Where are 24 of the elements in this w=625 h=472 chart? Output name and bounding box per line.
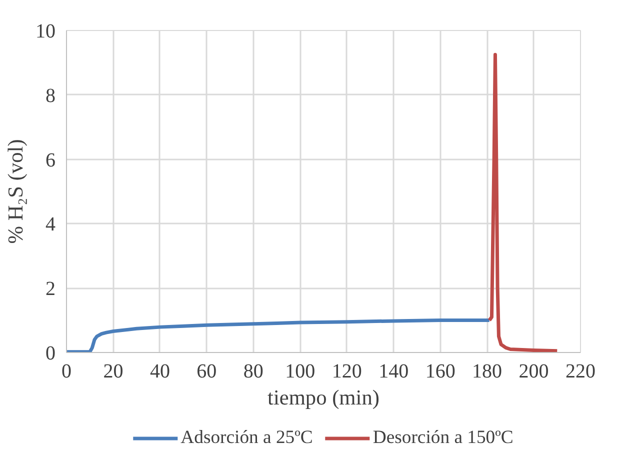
legend-label: Adsorción a 25ºC <box>180 427 313 449</box>
x-tick-label: 140 <box>378 360 409 382</box>
legend-label: Desorción a 150ºC <box>372 427 514 449</box>
y-tick-label: 10 <box>36 20 56 42</box>
y-axis-title: % H₂S (vol) <box>4 139 28 244</box>
y-tick-label: 2 <box>46 278 56 300</box>
x-tick-label: 80 <box>243 360 264 382</box>
x-tick-label: 0 <box>62 360 72 382</box>
x-tick-label: 20 <box>103 360 124 382</box>
x-tick-label: 60 <box>196 360 217 382</box>
x-tick-label: 120 <box>332 360 362 382</box>
x-tick-label: 100 <box>285 360 316 382</box>
y-tick-label: 0 <box>46 342 56 364</box>
x-tick-label: 160 <box>425 360 456 382</box>
x-tick-label: 40 <box>150 360 170 382</box>
y-tick-label: 6 <box>46 149 56 172</box>
x-tick-label: 220 <box>566 360 596 382</box>
x-axis-title: tiempo (min) <box>268 386 380 410</box>
line-series <box>66 318 492 352</box>
y-tick-label: 8 <box>46 84 56 107</box>
line-series <box>488 52 559 352</box>
x-tick-label: 180 <box>472 360 502 382</box>
x-tick-label: 200 <box>518 360 549 382</box>
y-tick-label: 4 <box>46 214 56 236</box>
